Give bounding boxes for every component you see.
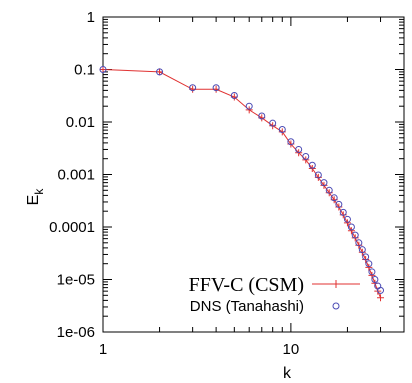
data-point-dns xyxy=(189,84,197,92)
y-tick-label: 0.1 xyxy=(74,62,95,79)
data-point-dns xyxy=(362,253,370,261)
x-tick-label: 10 xyxy=(283,341,300,358)
y-tick-label: 0.001 xyxy=(57,167,95,184)
data-point-ffv xyxy=(245,106,253,114)
data-point-dns xyxy=(99,66,107,73)
y-tick-label: 1e-05 xyxy=(57,272,95,289)
y-axis-label: Ek xyxy=(25,188,46,206)
data-point-ffv xyxy=(156,68,164,76)
data-point-dns xyxy=(339,208,347,216)
data-point-dns xyxy=(314,171,322,179)
legend-swatch-circle xyxy=(332,302,340,310)
data-point-dns xyxy=(258,112,266,120)
y-tick-label: 0.0001 xyxy=(49,219,95,236)
data-point-dns xyxy=(358,246,366,254)
data-point-dns xyxy=(335,200,343,208)
data-point-dns xyxy=(308,161,316,169)
data-point-dns xyxy=(368,268,376,276)
data-point-dns xyxy=(371,276,379,283)
data-point-dns xyxy=(351,231,359,239)
data-point-ffv xyxy=(365,263,373,271)
data-point-ffv xyxy=(347,227,355,235)
data-point-dns xyxy=(295,145,303,153)
data-point-dns xyxy=(156,68,164,76)
data-point-dns xyxy=(320,179,328,187)
x-tick-label: 1 xyxy=(99,341,107,358)
data-point-dns xyxy=(230,91,238,99)
data-point-dns xyxy=(330,194,338,202)
data-point-dns xyxy=(245,102,253,110)
data-point-dns xyxy=(212,84,220,92)
legend-label-ffv: FFV-C (CSM) xyxy=(189,274,304,296)
data-point-dns xyxy=(365,260,373,268)
data-point-ffv xyxy=(99,66,107,73)
y-tick-label: 0.01 xyxy=(66,114,95,131)
y-tick-label: 1 xyxy=(87,9,95,26)
data-point-dns xyxy=(343,215,351,223)
data-point-dns xyxy=(325,186,333,194)
y-axis-label-subscript: k xyxy=(32,188,46,195)
data-point-ffv xyxy=(377,294,385,302)
legend-label-dns: DNS (Tanahashi) xyxy=(190,298,304,315)
x-axis-label: k xyxy=(283,365,292,382)
data-point-dns xyxy=(287,138,295,146)
data-point-dns xyxy=(355,239,363,247)
series-line-ffv xyxy=(102,69,381,298)
data-point-dns xyxy=(347,223,355,231)
y-tick-label: 1e-06 xyxy=(57,324,95,341)
data-point-dns xyxy=(302,153,310,161)
legend-swatch-plus xyxy=(332,280,340,288)
data-point-dns xyxy=(269,119,277,127)
y-axis-label-main: E xyxy=(25,195,42,206)
data-point-dns xyxy=(377,286,385,294)
data-point-dns xyxy=(278,125,286,133)
data-point-ffv xyxy=(343,219,351,227)
